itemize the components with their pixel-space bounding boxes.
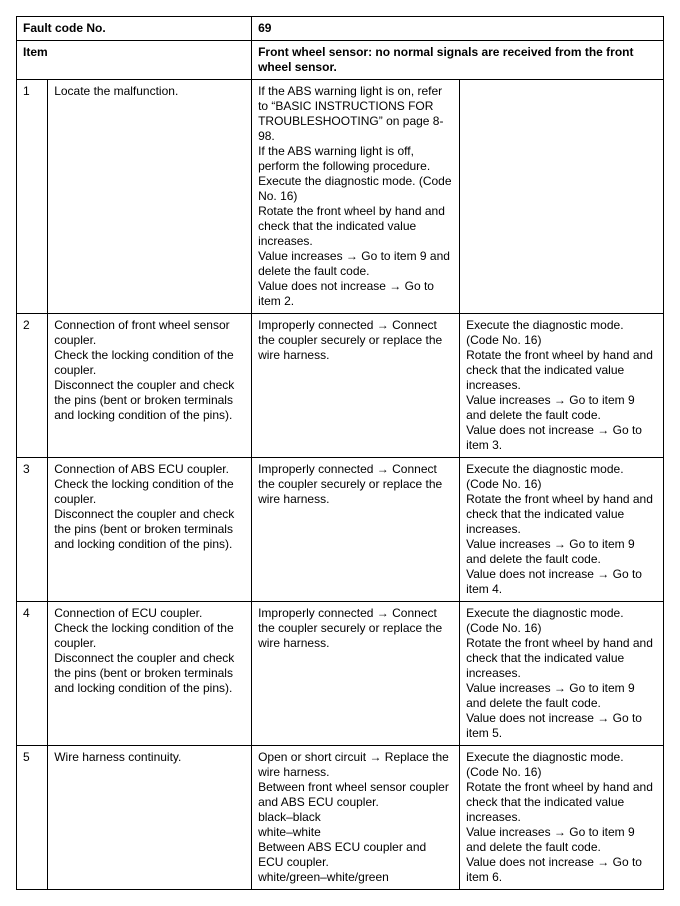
item-value: Front wheel sensor: no normal signals ar… [252, 41, 664, 80]
fault-code-label: Fault code No. [17, 17, 252, 41]
header-row-fault: Fault code No. 69 [17, 17, 664, 41]
row-step: Connection of front wheel sensor coupler… [48, 314, 252, 458]
row-step: Wire harness continuity. [48, 746, 252, 890]
row-result: Execute the diagnostic mode. (Code No. 1… [460, 314, 664, 458]
fault-table: Fault code No. 69 Item Front wheel senso… [16, 16, 664, 890]
table-row: 4 Connection of ECU coupler.Check the lo… [17, 602, 664, 746]
row-result: Execute the diagnostic mode. (Code No. 1… [460, 602, 664, 746]
fault-code-value: 69 [252, 17, 664, 41]
row-detail: Improperly connected → Connect the coupl… [252, 602, 460, 746]
row-result [460, 80, 664, 314]
row-number: 4 [17, 602, 48, 746]
row-step: Connection of ABS ECU coupler.Check the … [48, 458, 252, 602]
row-number: 2 [17, 314, 48, 458]
table-row: 1 Locate the malfunction. If the ABS war… [17, 80, 664, 314]
item-label: Item [17, 41, 252, 80]
row-number: 5 [17, 746, 48, 890]
table-row: 3 Connection of ABS ECU coupler.Check th… [17, 458, 664, 602]
table-row: 2 Connection of front wheel sensor coupl… [17, 314, 664, 458]
row-step: Connection of ECU coupler.Check the lock… [48, 602, 252, 746]
row-step: Locate the malfunction. [48, 80, 252, 314]
row-detail: If the ABS warning light is on, refer to… [252, 80, 460, 314]
row-number: 1 [17, 80, 48, 314]
row-detail: Improperly connected → Connect the coupl… [252, 458, 460, 602]
row-detail: Open or short circuit → Replace the wire… [252, 746, 460, 890]
row-result: Execute the diagnostic mode. (Code No. 1… [460, 746, 664, 890]
row-result: Execute the diagnostic mode. (Code No. 1… [460, 458, 664, 602]
row-number: 3 [17, 458, 48, 602]
row-detail: Improperly connected → Connect the coupl… [252, 314, 460, 458]
table-row: 5 Wire harness continuity. Open or short… [17, 746, 664, 890]
header-row-item: Item Front wheel sensor: no normal signa… [17, 41, 664, 80]
